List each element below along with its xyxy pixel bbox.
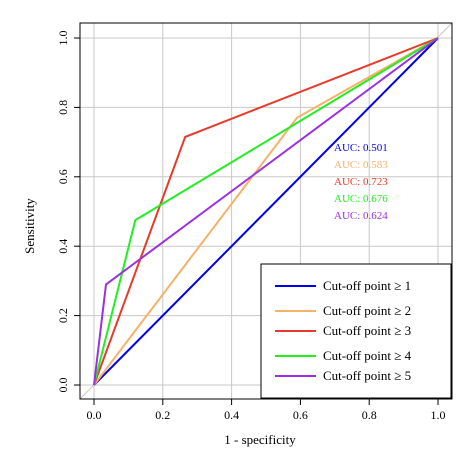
grid-lines: [80, 23, 452, 399]
legend-label-4: Cut-off point ≥ 4: [323, 348, 412, 363]
x-axis-ticks: 0.0 0.2 0.4 0.6 0.8 1.0: [87, 399, 446, 422]
series-line-2: [93, 37, 439, 386]
x-tick-label-0: 0.0: [87, 408, 102, 422]
y-tick-label-5: 1.0: [56, 31, 70, 46]
y-tick-label-1: 0.2: [56, 308, 70, 323]
legend-label-1: Cut-off point ≥ 1: [323, 278, 411, 293]
x-tick-label-4: 0.8: [362, 408, 377, 422]
x-tick-label-1: 0.2: [155, 408, 170, 422]
legend-label-5: Cut-off point ≥ 5: [323, 368, 411, 383]
y-axis-title: Sensitivity: [22, 198, 37, 254]
series-line-3: [93, 37, 439, 386]
y-axis-ticks: 0.0 0.2 0.4 0.6 0.8 1.0: [56, 31, 80, 393]
x-axis-title: 1 - specificity: [224, 432, 296, 447]
auc-label-3: AUC: 0.723: [334, 176, 388, 188]
legend-label-3: Cut-off point ≥ 3: [323, 323, 411, 338]
series-line-1: [93, 37, 439, 386]
series-lines: [93, 37, 439, 386]
series-line-4: [93, 37, 439, 386]
x-tick-label-3: 0.6: [293, 408, 308, 422]
legend-label-2: Cut-off point ≥ 2: [323, 303, 411, 318]
x-tick-label-5: 1.0: [431, 408, 446, 422]
auc-label-2: AUC: 0.583: [334, 159, 388, 171]
auc-labels: AUC: 0.501 AUC: 0.583 AUC: 0.723 AUC: 0.676…: [334, 142, 388, 222]
auc-label-5: AUC: 0.624: [334, 210, 388, 222]
series-line-5: [93, 37, 439, 386]
auc-label-4: AUC: 0.676: [334, 193, 388, 205]
y-tick-label-4: 0.8: [56, 100, 70, 115]
legend: Cut-off point ≥ 1 Cut-off point ≥ 2 Cut-of…: [260, 263, 452, 399]
y-tick-label-2: 0.4: [56, 239, 70, 254]
y-tick-label-3: 0.6: [56, 169, 70, 184]
y-tick-label-0: 0.0: [56, 378, 70, 393]
x-tick-label-2: 0.4: [224, 408, 239, 422]
auc-label-1: AUC: 0.501: [334, 142, 388, 154]
plot-frame: [79, 22, 453, 400]
